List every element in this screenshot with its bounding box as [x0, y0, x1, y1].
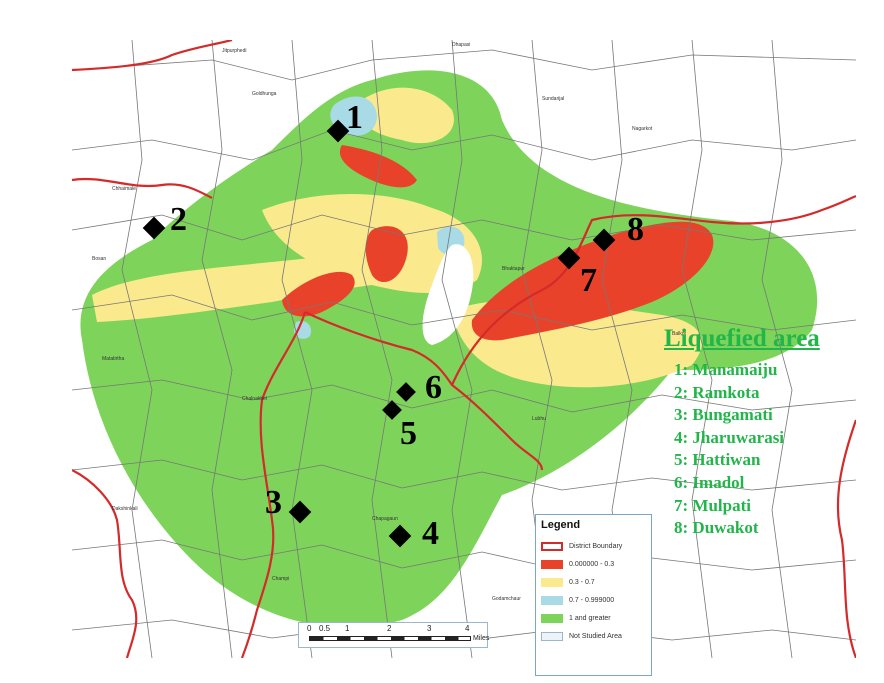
site-marker-label-5: 5	[400, 415, 417, 452]
svg-text:Godamchaur: Godamchaur	[492, 596, 521, 602]
svg-text:Bhaktapur: Bhaktapur	[502, 266, 525, 272]
svg-text:Jitpurphedi: Jitpurphedi	[222, 48, 246, 54]
liquefied-site-item: 2: Ramkota	[674, 382, 760, 402]
scale-tick: 4	[465, 624, 470, 633]
liquefied-area-panel: Liquefied area 1: Manamaiju 2: Ramkota 3…	[664, 325, 864, 540]
svg-text:Dakshinkali: Dakshinkali	[112, 506, 138, 512]
site-marker-label-3: 3	[265, 484, 282, 521]
svg-text:Matatirtha: Matatirtha	[102, 356, 124, 362]
site-marker-label-8: 8	[627, 211, 644, 248]
site-marker-4[interactable]	[388, 524, 412, 548]
svg-text:Chapagaun: Chapagaun	[372, 516, 398, 522]
site-marker-label-7: 7	[580, 262, 597, 299]
svg-text:Lubhu: Lubhu	[532, 416, 546, 422]
scale-tick: 0.5	[319, 624, 331, 633]
safe-swatch	[541, 613, 563, 623]
svg-text:Bosan: Bosan	[92, 256, 106, 262]
legend-item-marginal: 0.7 - 0.999000	[541, 591, 646, 609]
legend-item-not-studied: Not Studied Area	[541, 627, 646, 645]
site-marker-label-6: 6	[425, 369, 442, 406]
svg-text:Chalnakhel: Chalnakhel	[242, 396, 267, 402]
scale-tick: 0	[307, 624, 312, 633]
not-studied-swatch	[541, 631, 563, 641]
site-marker-5[interactable]	[382, 400, 402, 420]
liquefaction-zone-west	[282, 271, 355, 317]
scale-bar-stripe	[309, 636, 471, 641]
not-studied-pocket	[422, 244, 474, 345]
liquefaction-zone-center	[365, 226, 408, 283]
marginal-swatch	[541, 595, 563, 605]
svg-text:Champi: Champi	[272, 576, 289, 582]
liquefied-site-list: 1: Manamaiju 2: Ramkota 3: Bungamati 4: …	[664, 359, 864, 540]
legend-label: Not Studied Area	[569, 632, 622, 640]
legend-item-district-boundary: District Boundary	[541, 537, 646, 555]
legend-label: 0.3 - 0.7	[569, 578, 595, 586]
site-marker-label-2: 2	[170, 201, 187, 238]
liquefaction-swatch	[541, 559, 563, 569]
map-frame: Jitpurphedi Dhapasi Goldhunga Sundarijal…	[72, 40, 856, 658]
liquefied-site-item: 6: Imadol	[674, 472, 745, 492]
scale-tick: 2	[387, 624, 392, 633]
map-legend: Legend District Boundary 0.000000 - 0.3 …	[535, 514, 652, 676]
scale-bar: 0 0.5 1 2 3 4 Miles	[298, 622, 490, 648]
svg-text:Sundarijal: Sundarijal	[542, 96, 564, 102]
site-marker-6[interactable]	[396, 382, 416, 402]
svg-text:Goldhunga: Goldhunga	[252, 91, 277, 97]
liquefaction-zone-north	[339, 145, 417, 188]
marginal-zone-southwest	[294, 320, 312, 339]
svg-text:Balkot: Balkot	[672, 331, 687, 337]
district-boundaries	[72, 40, 856, 658]
district-boundary-swatch	[541, 541, 563, 551]
legend-item-safe: 1 and greater	[541, 609, 646, 627]
legend-label: 1 and greater	[569, 614, 611, 622]
scale-tick: 3	[427, 624, 432, 633]
site-marker-label-4: 4	[422, 515, 439, 552]
scale-unit: Miles	[473, 635, 490, 642]
legend-title: Legend	[541, 519, 581, 531]
svg-text:Nagarkot: Nagarkot	[632, 126, 653, 132]
liquefied-site-item: 7: Mulpati	[674, 495, 751, 515]
legend-item-liquefaction: 0.000000 - 0.3	[541, 555, 646, 573]
svg-text:Dhapasi: Dhapasi	[452, 42, 470, 48]
liquefied-site-item: 5: Hattiwan	[674, 450, 761, 470]
svg-text:Chhaimale: Chhaimale	[112, 186, 136, 192]
moderate-swatch	[541, 577, 563, 587]
legend-label: 0.7 - 0.999000	[569, 596, 615, 604]
legend-label: 0.000000 - 0.3	[569, 560, 615, 568]
legend-label: District Boundary	[569, 542, 623, 550]
liquefied-site-item: 3: Bungamati	[674, 405, 773, 425]
liquefied-site-item: 4: Jharuwarasi	[674, 427, 785, 447]
place-labels: Jitpurphedi Dhapasi Goldhunga Sundarijal…	[92, 42, 687, 602]
liquefied-site-item: 1: Manamaiju	[674, 360, 778, 379]
liquefaction-zone-east	[471, 221, 714, 341]
legend-item-moderate: 0.3 - 0.7	[541, 573, 646, 591]
scale-tick: 1	[345, 624, 350, 633]
liquefied-site-item: 8: Duwakot	[674, 518, 759, 538]
susceptibility-map: Jitpurphedi Dhapasi Goldhunga Sundarijal…	[72, 40, 856, 658]
liquefied-area-title: Liquefied area	[664, 325, 820, 352]
site-marker-label-1: 1	[346, 99, 363, 136]
moderate-zone-north	[359, 87, 454, 144]
